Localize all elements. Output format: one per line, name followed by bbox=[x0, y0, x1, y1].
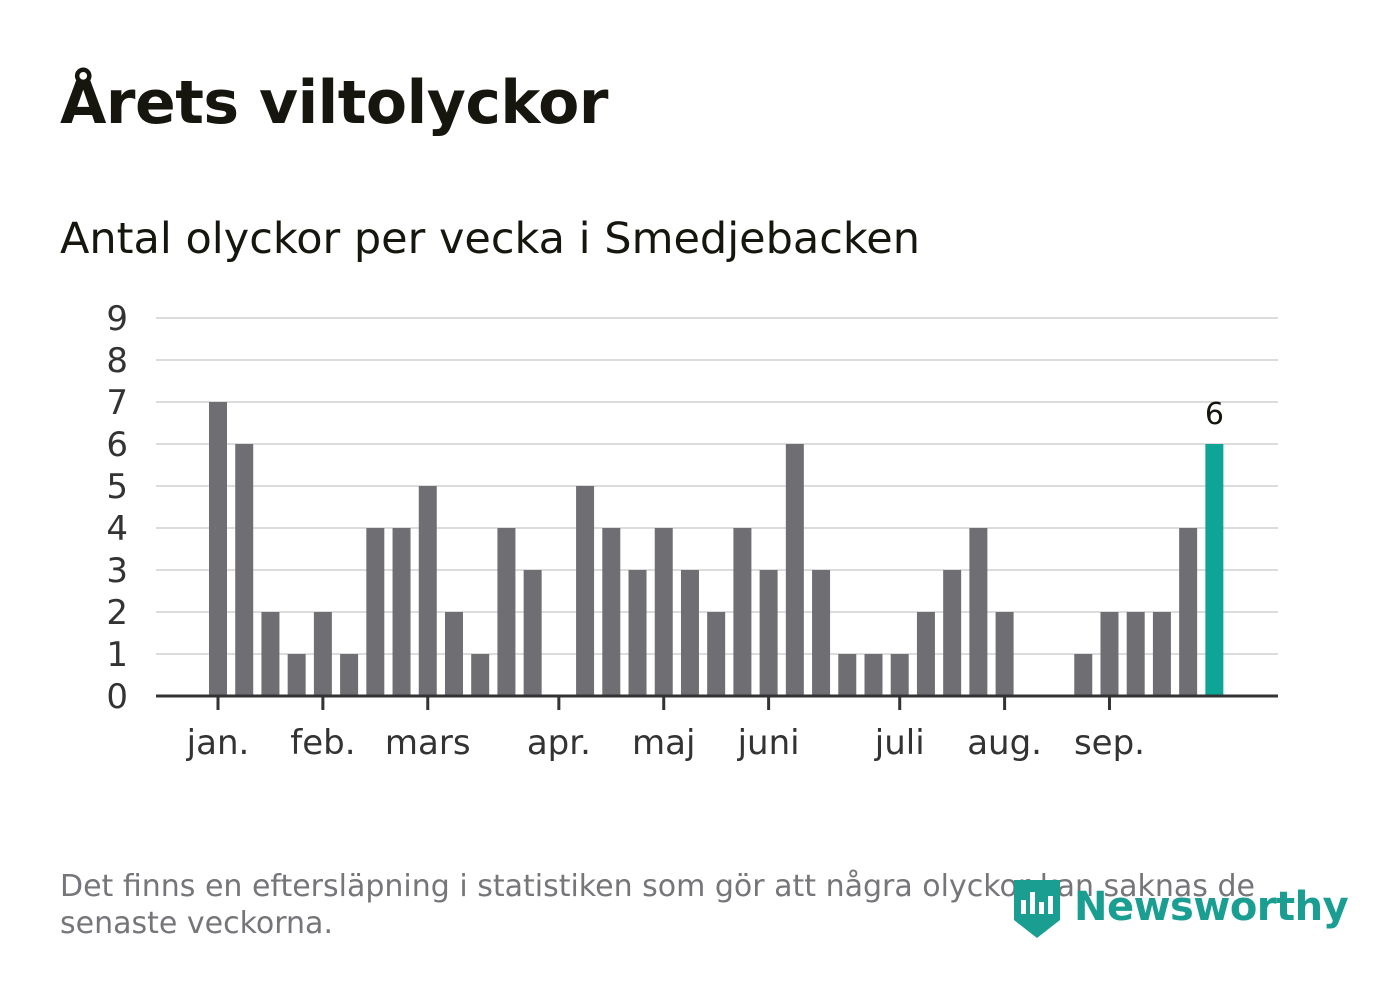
y-tick-label: 9 bbox=[106, 299, 128, 339]
bar bbox=[209, 402, 227, 696]
x-tick-label: juni bbox=[737, 723, 800, 763]
bar bbox=[680, 570, 699, 696]
bar bbox=[707, 612, 726, 696]
data-label: 6 bbox=[1205, 397, 1224, 432]
bar bbox=[340, 654, 359, 696]
bar bbox=[1126, 612, 1145, 696]
bar bbox=[497, 528, 516, 696]
bar bbox=[1179, 528, 1198, 696]
brand-name: Newsworthy bbox=[1074, 884, 1349, 930]
x-tick-label: jan. bbox=[186, 723, 250, 763]
bar bbox=[785, 444, 804, 696]
x-tick-label: aug. bbox=[967, 723, 1042, 763]
brand-logo: Newsworthy bbox=[1010, 874, 1349, 940]
x-tick-label: feb. bbox=[290, 723, 355, 763]
bar bbox=[654, 528, 673, 696]
y-tick-label: 6 bbox=[106, 425, 128, 465]
y-tick-label: 3 bbox=[106, 551, 128, 591]
bar bbox=[812, 570, 831, 696]
chart-title: Årets viltolyckor bbox=[60, 68, 609, 138]
x-tick-label: juli bbox=[874, 723, 925, 763]
bar bbox=[523, 570, 542, 696]
bar bbox=[1152, 612, 1171, 696]
bar bbox=[995, 612, 1014, 696]
bar bbox=[418, 486, 437, 696]
bar bbox=[1100, 612, 1119, 696]
y-tick-label: 2 bbox=[106, 593, 128, 633]
bar bbox=[471, 654, 490, 696]
highlight-bar bbox=[1205, 444, 1224, 696]
x-tick-label: apr. bbox=[527, 723, 591, 763]
bar bbox=[628, 570, 647, 696]
x-tick-label: mars bbox=[385, 723, 471, 763]
bar bbox=[890, 654, 909, 696]
bar bbox=[313, 612, 332, 696]
x-tick-label: sep. bbox=[1074, 723, 1145, 763]
bar bbox=[733, 528, 752, 696]
bar bbox=[759, 570, 778, 696]
bar bbox=[838, 654, 857, 696]
bar bbox=[576, 486, 595, 696]
y-tick-label: 8 bbox=[106, 341, 128, 381]
bar bbox=[444, 612, 463, 696]
bar bbox=[287, 654, 306, 696]
newsworthy-logo-icon bbox=[1014, 880, 1060, 938]
bar bbox=[1074, 654, 1093, 696]
y-tick-label: 1 bbox=[106, 635, 128, 675]
bar bbox=[392, 528, 411, 696]
bar bbox=[235, 444, 254, 696]
bar bbox=[969, 528, 988, 696]
y-tick-label: 7 bbox=[106, 383, 128, 423]
y-tick-label: 0 bbox=[106, 677, 128, 717]
bar bbox=[602, 528, 621, 696]
bar bbox=[864, 654, 883, 696]
bar bbox=[366, 528, 385, 696]
y-tick-label: 4 bbox=[106, 509, 128, 549]
bar bbox=[943, 570, 962, 696]
bar bbox=[916, 612, 935, 696]
y-tick-label: 5 bbox=[106, 467, 128, 507]
chart-subtitle: Antal olyckor per vecka i Smedjebacken bbox=[60, 214, 920, 264]
bar bbox=[261, 612, 280, 696]
x-tick-label: maj bbox=[632, 723, 695, 763]
